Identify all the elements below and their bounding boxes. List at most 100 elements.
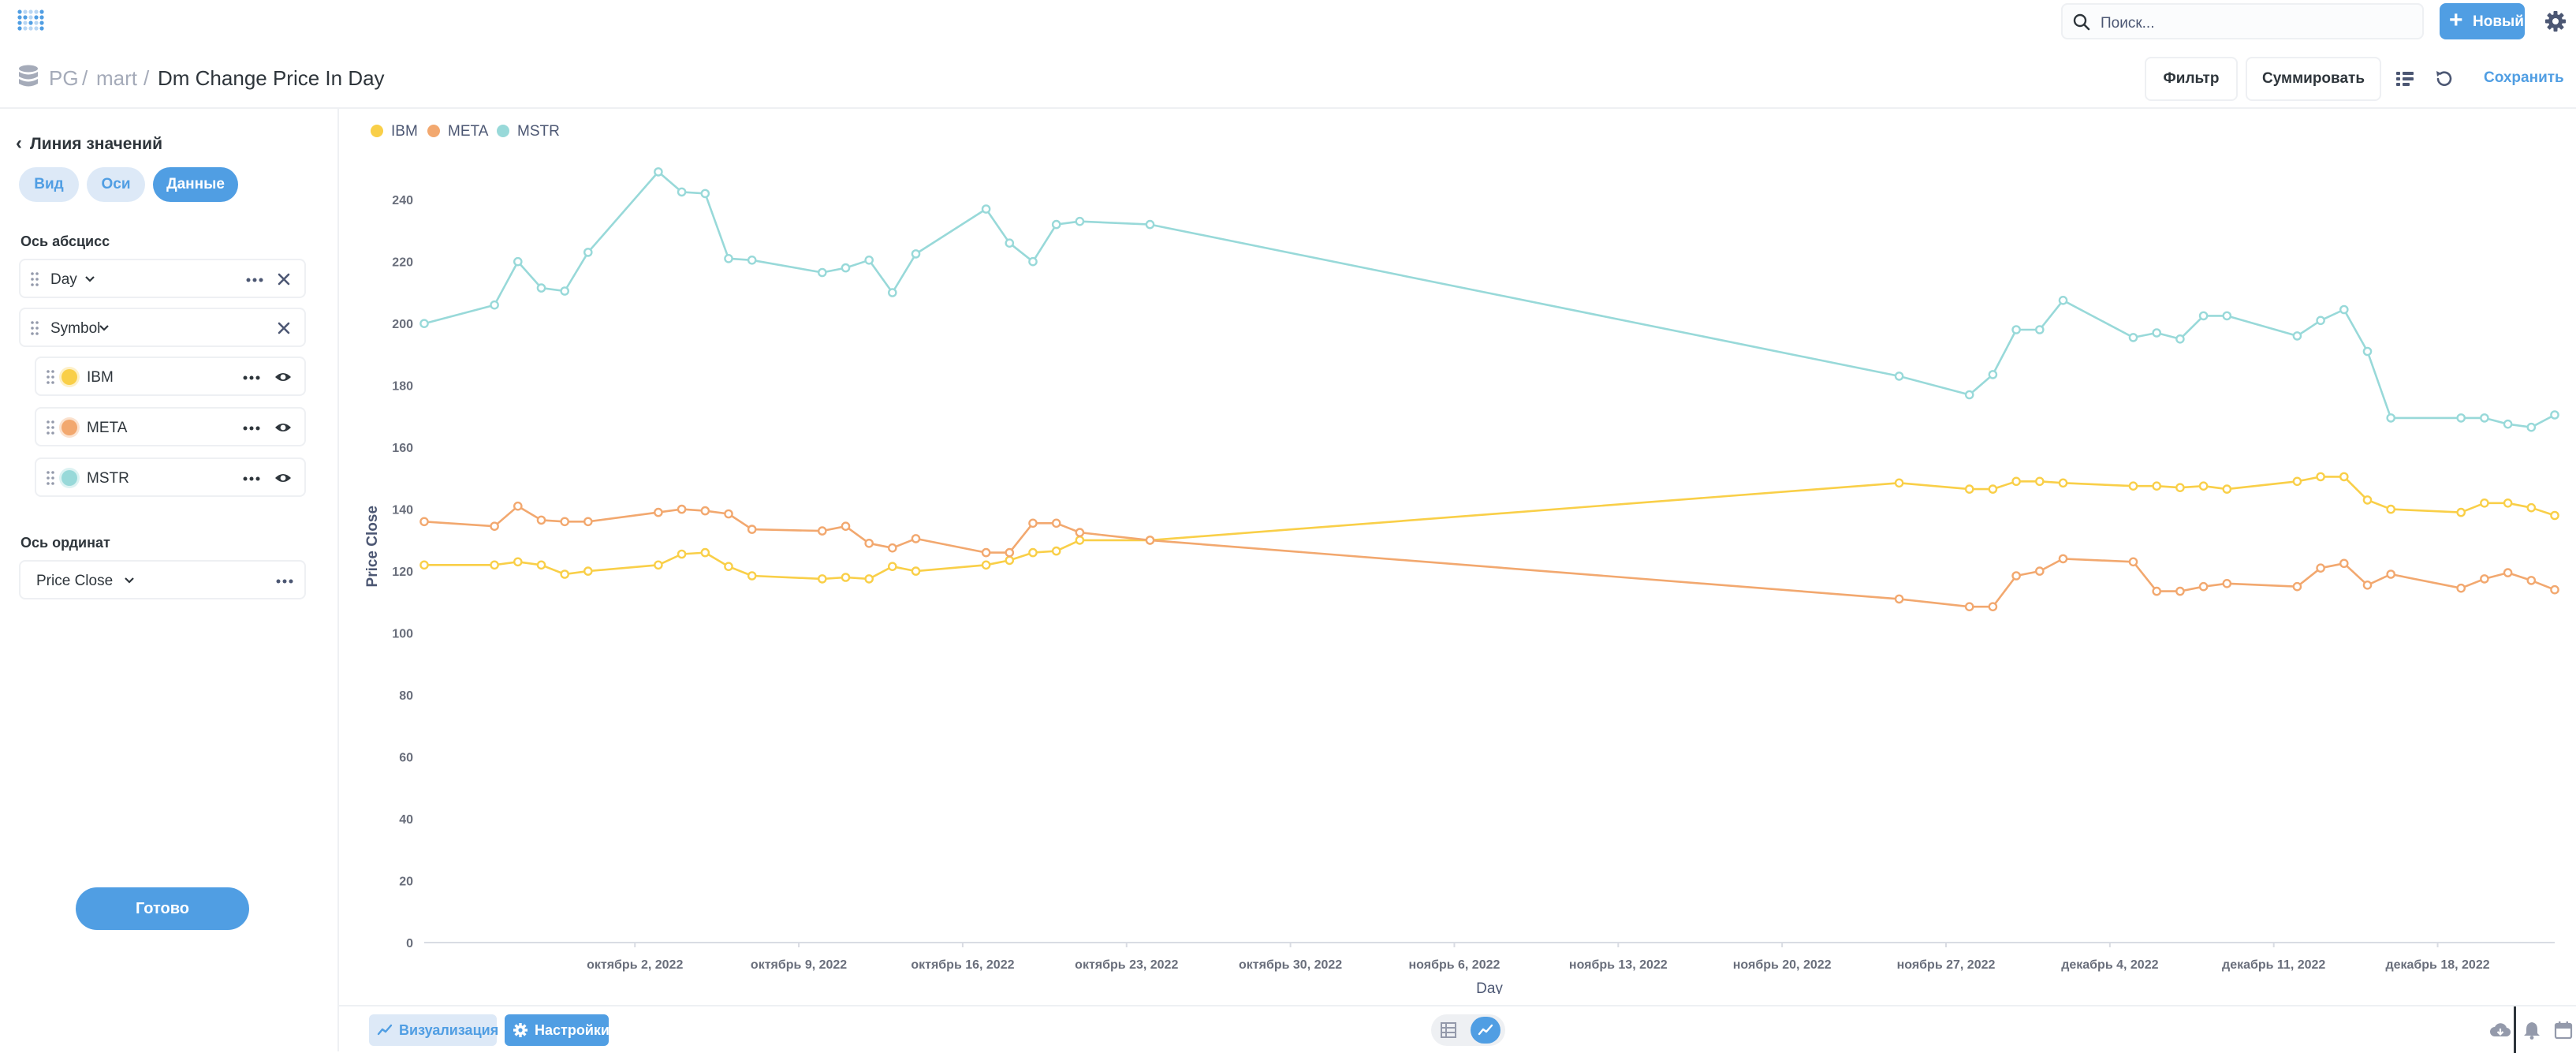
calendar-icon[interactable] <box>2553 1021 2574 1040</box>
data-point-ibm <box>583 566 593 576</box>
data-point-mstr <box>888 288 897 297</box>
chevron-left-icon: ‹ <box>16 133 22 154</box>
breadcrumb-database[interactable]: PG <box>49 66 79 90</box>
gear-icon[interactable] <box>2544 9 2567 33</box>
legend-dot-icon <box>427 125 440 137</box>
chevron-down-icon[interactable] <box>99 324 109 332</box>
more-options-icon[interactable] <box>243 375 260 380</box>
bell-icon[interactable] <box>2522 1021 2542 1040</box>
breadcrumb-separator: / <box>144 66 150 90</box>
view-footer: Визуализация Настройки <box>339 1005 2576 1053</box>
legend-item-mstr[interactable]: MSTR <box>497 123 560 140</box>
done-button[interactable]: Готово <box>76 887 249 930</box>
data-point-ibm <box>2503 498 2513 508</box>
data-point-ibm <box>911 566 921 576</box>
filter-button[interactable]: Фильтр <box>2145 57 2238 101</box>
data-point-ibm <box>841 573 851 582</box>
data-point-mstr <box>1964 390 1974 400</box>
chevron-down-icon[interactable] <box>125 577 134 584</box>
drag-handle-icon[interactable] <box>30 271 39 287</box>
data-point-mstr <box>1988 370 1998 379</box>
series-row-ibm[interactable]: IBM <box>35 357 306 396</box>
color-swatch-icon[interactable] <box>62 470 77 486</box>
data-point-mstr <box>841 263 851 273</box>
eye-icon[interactable] <box>274 420 292 435</box>
color-swatch-icon[interactable] <box>62 420 77 435</box>
series-line-ibm <box>424 476 2555 581</box>
breakout-field-symbol[interactable]: Symbol <box>19 308 306 347</box>
data-point-meta <box>560 517 570 527</box>
new-button[interactable]: + Новый <box>2440 3 2525 39</box>
series-row-mstr[interactable]: MSTR <box>35 457 306 497</box>
breadcrumb-schema[interactable]: mart <box>96 66 137 90</box>
data-point-mstr <box>2128 333 2138 342</box>
search-input[interactable]: Поиск... <box>2061 3 2424 39</box>
x-tick-label: декабрь 18, 2022 <box>2385 958 2489 972</box>
more-options-icon[interactable] <box>243 476 260 481</box>
x-axis-field-day[interactable]: Day <box>19 259 306 298</box>
download-icon[interactable] <box>2490 1021 2511 1040</box>
data-point-ibm <box>2456 507 2466 517</box>
drag-handle-icon[interactable] <box>30 320 39 336</box>
metabase-logo-icon[interactable] <box>17 9 44 33</box>
data-point-mstr <box>2152 328 2161 338</box>
data-point-meta <box>1988 602 1998 612</box>
data-point-ibm <box>1075 536 1085 545</box>
legend-dot-icon <box>371 125 383 137</box>
drag-handle-icon[interactable] <box>46 470 55 486</box>
series-row-meta[interactable]: META <box>35 407 306 446</box>
table-chart-toggle[interactable] <box>1431 1014 1505 1046</box>
data-point-mstr <box>654 167 663 177</box>
data-point-meta <box>888 543 897 553</box>
close-icon[interactable] <box>276 320 292 336</box>
y-axis-field-price-close[interactable]: Price Close <box>19 560 306 599</box>
notebook-icon[interactable] <box>2394 68 2416 90</box>
data-point-meta <box>2550 584 2559 595</box>
data-point-meta <box>2503 568 2513 577</box>
data-point-meta <box>513 501 523 511</box>
data-point-meta <box>1894 594 1904 604</box>
refresh-icon[interactable] <box>2433 68 2455 90</box>
eye-icon[interactable] <box>274 471 292 485</box>
data-point-ibm <box>2339 472 2349 482</box>
summarize-button[interactable]: Суммировать <box>2246 57 2381 101</box>
drag-handle-icon[interactable] <box>46 420 55 435</box>
more-options-icon[interactable] <box>243 426 260 431</box>
data-point-meta <box>2034 566 2045 576</box>
data-point-ibm <box>818 574 827 584</box>
data-point-meta <box>677 504 687 514</box>
back-to-visualizations-button[interactable]: ‹ Линия значений <box>16 133 162 155</box>
tab-display[interactable]: Вид <box>19 167 79 202</box>
drag-handle-icon[interactable] <box>46 369 55 385</box>
visualization-button[interactable]: Визуализация <box>369 1014 498 1046</box>
y-tick-label: 60 <box>399 752 413 765</box>
chart-view-button[interactable] <box>1471 1017 1500 1044</box>
table-icon[interactable] <box>1437 1019 1459 1041</box>
more-options-icon[interactable] <box>276 579 293 584</box>
data-point-mstr <box>2034 325 2045 334</box>
close-icon[interactable] <box>276 271 292 287</box>
tab-data[interactable]: Данные <box>153 167 238 202</box>
eye-icon[interactable] <box>274 370 292 384</box>
y-tick-label: 220 <box>392 256 413 270</box>
y-tick-label: 240 <box>392 194 413 207</box>
data-point-mstr <box>724 253 733 263</box>
data-point-meta <box>1145 536 1155 545</box>
y-tick-label: 180 <box>392 380 413 394</box>
data-point-meta <box>841 521 851 532</box>
legend-item-meta[interactable]: META <box>427 123 488 140</box>
database-icon <box>19 65 38 87</box>
more-options-icon[interactable] <box>246 278 263 282</box>
data-point-ibm <box>2292 476 2302 487</box>
chevron-down-icon[interactable] <box>85 275 95 283</box>
data-point-mstr <box>2316 316 2325 326</box>
data-point-mstr <box>2386 413 2395 423</box>
color-swatch-icon[interactable] <box>62 369 77 385</box>
data-point-mstr <box>2550 410 2559 420</box>
legend-item-ibm[interactable]: IBM <box>371 123 418 140</box>
tab-axes[interactable]: Оси <box>87 167 145 202</box>
settings-button[interactable]: Настройки <box>505 1014 610 1046</box>
data-point-mstr <box>560 286 570 296</box>
save-button[interactable]: Сохранить <box>2484 69 2564 86</box>
series-label: MSTR <box>87 470 129 487</box>
